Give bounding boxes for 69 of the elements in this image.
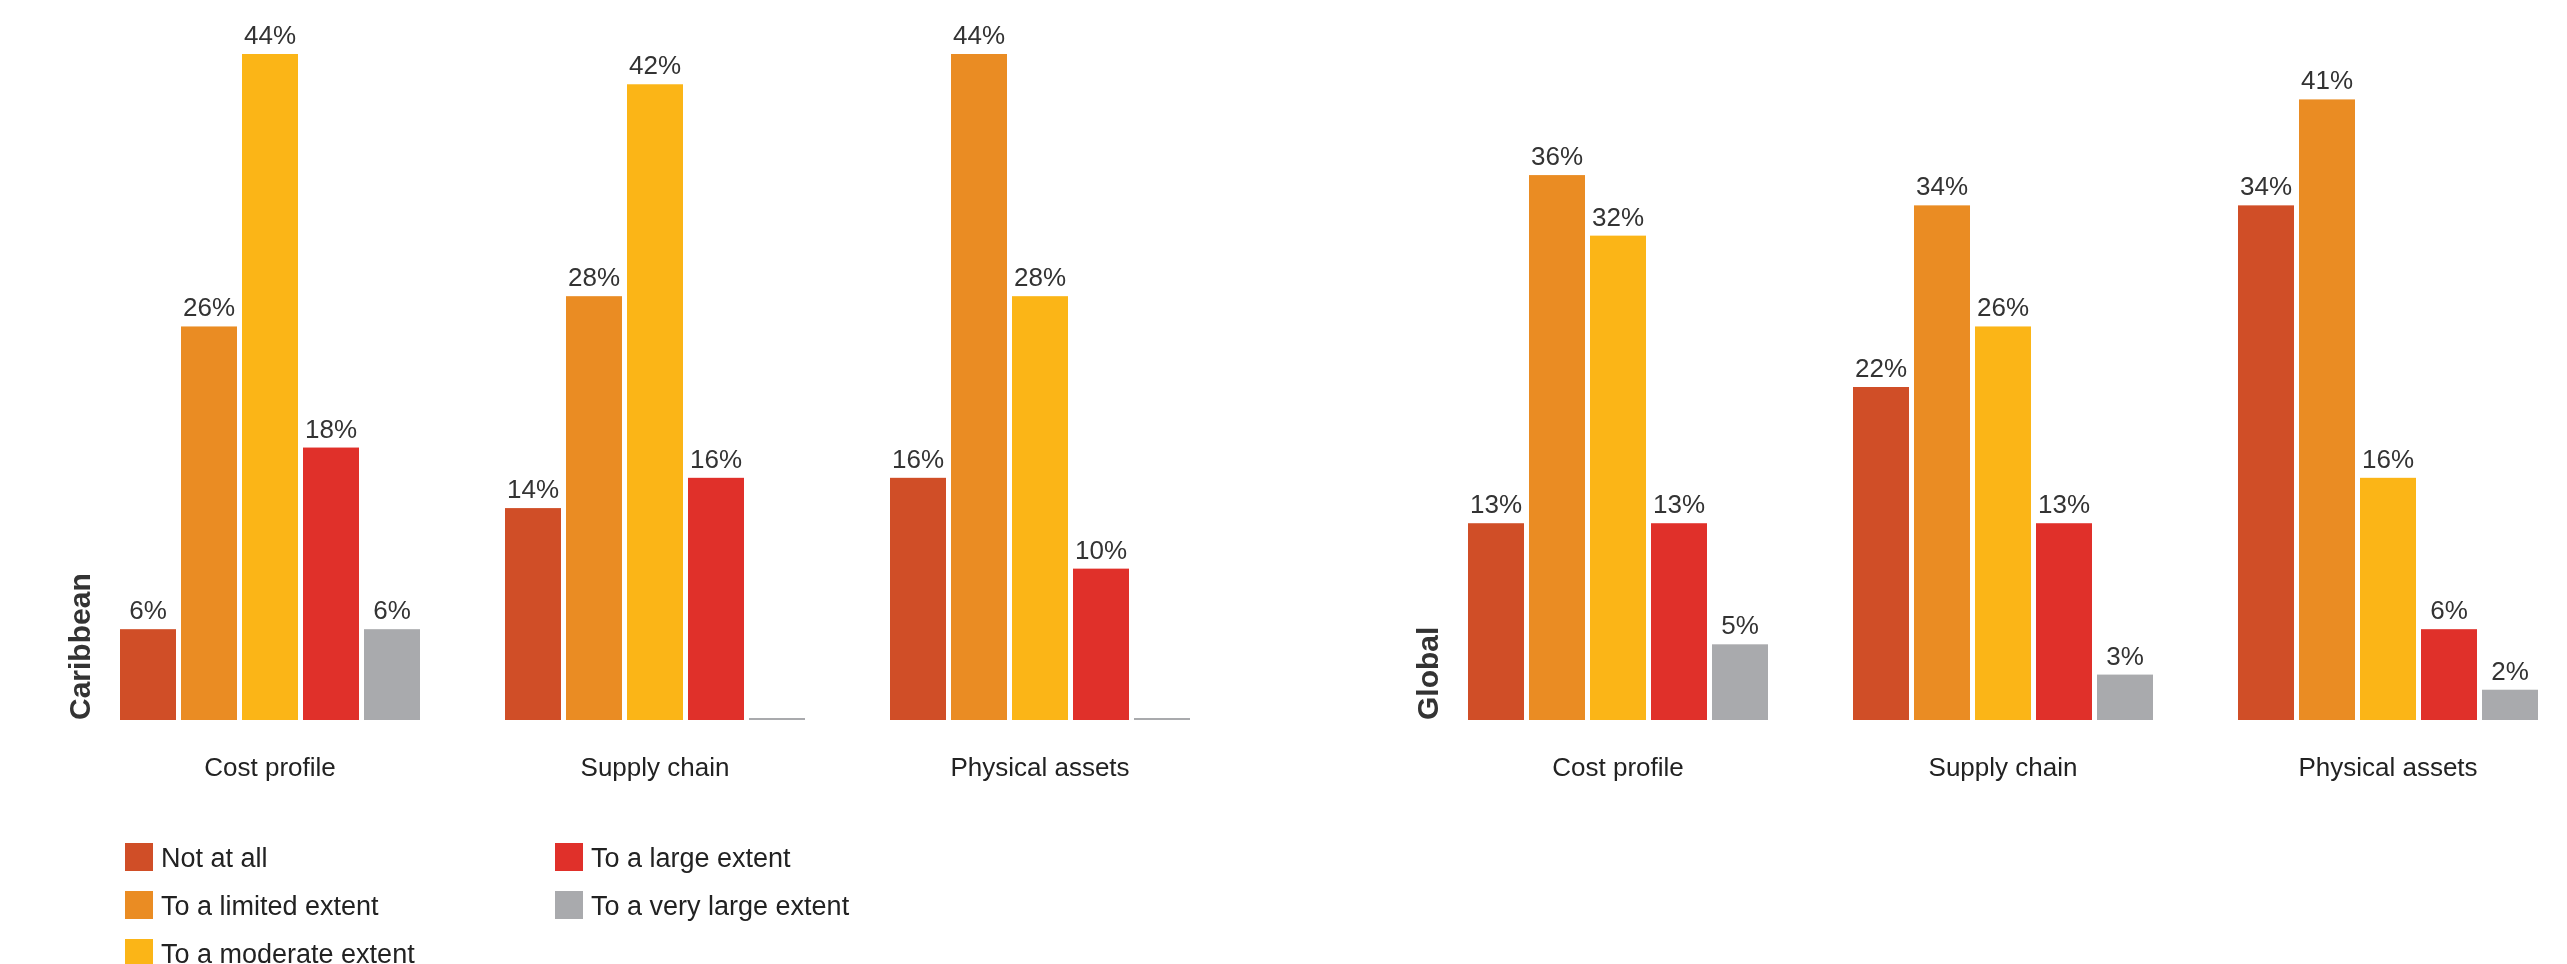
bar bbox=[627, 84, 683, 720]
bar bbox=[1853, 387, 1909, 720]
legend-label: To a limited extent bbox=[161, 891, 380, 921]
bar bbox=[1529, 175, 1585, 720]
data-label: 28% bbox=[1013, 262, 1067, 293]
bar bbox=[1590, 235, 1646, 720]
data-label: 26% bbox=[182, 292, 236, 323]
data-label: 34% bbox=[2239, 171, 2293, 202]
data-label: 41% bbox=[2300, 65, 2354, 96]
bar bbox=[2036, 523, 2092, 720]
x-tick-label: Supply chain bbox=[580, 752, 730, 782]
bar bbox=[120, 629, 176, 720]
x-tick-label: Cost profile bbox=[1552, 752, 1684, 782]
data-label: 18% bbox=[304, 413, 358, 444]
data-label: 22% bbox=[1854, 353, 1908, 383]
bar bbox=[242, 54, 298, 720]
legend-label: To a very large extent bbox=[591, 891, 850, 921]
data-label: 16% bbox=[689, 443, 743, 474]
data-label: 16% bbox=[2361, 443, 2415, 474]
bar bbox=[566, 296, 622, 720]
bar bbox=[2299, 99, 2355, 720]
x-tick-label: Supply chain bbox=[1928, 752, 2078, 782]
data-label: 6% bbox=[129, 595, 167, 626]
data-label: 42% bbox=[628, 50, 682, 81]
data-label: 44% bbox=[952, 20, 1006, 50]
data-label: 26% bbox=[1976, 292, 2030, 323]
x-tick-label: Physical assets bbox=[950, 752, 1130, 782]
x-tick-label: Cost profile bbox=[204, 752, 336, 782]
legend-label: Not at all bbox=[161, 843, 268, 873]
y-axis-title: Global bbox=[1411, 626, 1444, 720]
bar bbox=[1468, 523, 1524, 720]
bar bbox=[2421, 629, 2477, 720]
data-label: 32% bbox=[1591, 201, 1645, 232]
x-tick-label: Physical assets bbox=[2298, 752, 2478, 782]
data-label: 14% bbox=[506, 474, 560, 505]
bar bbox=[181, 326, 237, 720]
bar bbox=[1914, 205, 1970, 720]
data-label: 13% bbox=[2037, 489, 2091, 520]
data-label: 16% bbox=[891, 443, 945, 474]
bar bbox=[2097, 674, 2153, 720]
bar bbox=[1012, 296, 1068, 720]
data-label: 5% bbox=[1721, 610, 1759, 641]
data-label: 3% bbox=[2106, 640, 2144, 671]
data-label: 36% bbox=[1530, 141, 1584, 172]
bar bbox=[2482, 689, 2538, 720]
bar bbox=[1073, 568, 1129, 720]
y-axis-title: Caribbean bbox=[63, 573, 96, 720]
bar bbox=[1712, 644, 1768, 720]
bar bbox=[364, 629, 420, 720]
legend-label: To a moderate extent bbox=[161, 939, 416, 964]
data-label: 44% bbox=[243, 20, 297, 50]
bar bbox=[890, 477, 946, 720]
bar bbox=[303, 447, 359, 720]
bar bbox=[1975, 326, 2031, 720]
legend-label: To a large extent bbox=[591, 843, 792, 873]
data-label: 6% bbox=[373, 595, 411, 626]
bar bbox=[2238, 205, 2294, 720]
bar bbox=[2360, 477, 2416, 720]
data-label: 13% bbox=[1469, 489, 1523, 520]
data-label: 10% bbox=[1074, 534, 1128, 565]
bar bbox=[951, 54, 1007, 720]
data-label: 13% bbox=[1652, 489, 1706, 520]
data-label: 28% bbox=[567, 262, 621, 293]
bar bbox=[1651, 523, 1707, 720]
bar bbox=[688, 477, 744, 720]
data-label: 6% bbox=[2430, 595, 2468, 626]
data-label: 2% bbox=[2491, 655, 2529, 686]
data-label: 34% bbox=[1915, 171, 1969, 202]
bar bbox=[505, 508, 561, 720]
